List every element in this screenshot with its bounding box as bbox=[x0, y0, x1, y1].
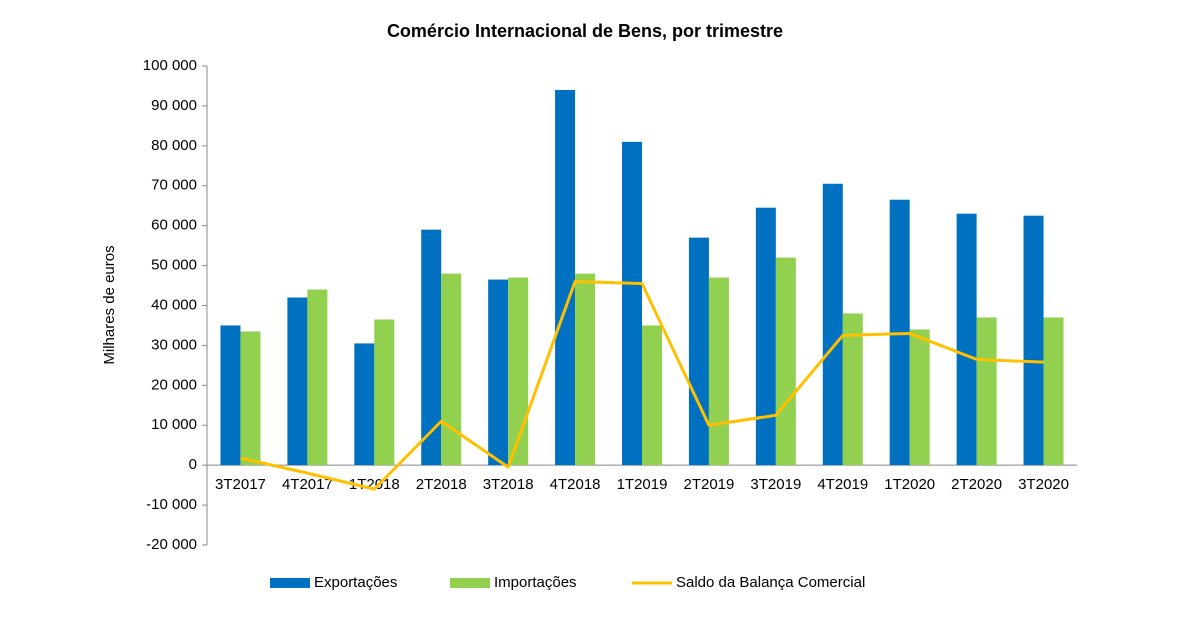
legend-label: Exportações bbox=[314, 574, 397, 591]
bar bbox=[956, 213, 977, 466]
x-tick-label: 4T2017 bbox=[282, 476, 333, 493]
bar bbox=[775, 257, 796, 466]
bar bbox=[421, 229, 442, 466]
bar bbox=[240, 331, 261, 466]
bar bbox=[909, 329, 930, 466]
bar bbox=[488, 279, 509, 466]
bar bbox=[1023, 215, 1044, 466]
legend-label: Saldo da Balança Comercial bbox=[676, 574, 865, 591]
x-tick-label: 3T2017 bbox=[215, 476, 266, 493]
y-tick-label: 30 000 bbox=[151, 336, 197, 353]
x-tick-label: 2T2018 bbox=[416, 476, 467, 493]
bar bbox=[555, 89, 576, 466]
bar bbox=[688, 237, 709, 466]
y-tick-label: 60 000 bbox=[151, 217, 197, 234]
y-axis-label: Milhares de euros bbox=[101, 245, 118, 364]
y-tick-label: 20 000 bbox=[151, 376, 197, 393]
y-tick-label: 10 000 bbox=[151, 416, 197, 433]
legend-swatch bbox=[270, 578, 310, 588]
y-tick-label: 80 000 bbox=[151, 137, 197, 154]
x-tick-label: 4T2019 bbox=[817, 476, 868, 493]
x-tick-label: 3T2019 bbox=[750, 476, 801, 493]
bar bbox=[374, 319, 395, 466]
bar bbox=[622, 141, 642, 466]
y-tick-label: 70 000 bbox=[151, 177, 197, 194]
x-tick-label: 3T2018 bbox=[483, 476, 534, 493]
y-tick-label: -10 000 bbox=[146, 496, 197, 513]
y-tick-label: -20 000 bbox=[146, 536, 197, 553]
y-tick-label: 50 000 bbox=[151, 257, 197, 274]
y-tick-label: 0 bbox=[189, 456, 197, 473]
y-tick-label: 40 000 bbox=[151, 296, 197, 313]
bar bbox=[287, 297, 308, 466]
chart-title: Comércio Internacional de Bens, por trim… bbox=[387, 21, 783, 41]
bar bbox=[575, 273, 596, 466]
bar bbox=[354, 343, 375, 466]
bar bbox=[642, 325, 662, 466]
y-tick-label: 90 000 bbox=[151, 97, 197, 114]
x-tick-label: 2T2020 bbox=[951, 476, 1002, 493]
bar bbox=[441, 273, 462, 466]
x-tick-label: 2T2019 bbox=[683, 476, 734, 493]
legend-swatch bbox=[450, 578, 490, 588]
bar bbox=[708, 277, 729, 466]
legend-label: Importações bbox=[494, 574, 577, 591]
bar bbox=[842, 313, 863, 466]
bar bbox=[822, 183, 843, 466]
x-tick-label: 1T2018 bbox=[349, 476, 400, 493]
bar bbox=[976, 317, 997, 466]
x-tick-label: 3T2020 bbox=[1018, 476, 1069, 493]
x-tick-label: 1T2019 bbox=[617, 476, 668, 493]
bar bbox=[508, 277, 529, 466]
bar bbox=[755, 207, 776, 466]
bar bbox=[220, 325, 241, 466]
bar bbox=[1043, 317, 1064, 466]
x-tick-label: 1T2020 bbox=[884, 476, 935, 493]
x-tick-label: 4T2018 bbox=[550, 476, 601, 493]
bar bbox=[307, 289, 328, 466]
line bbox=[240, 280, 1044, 491]
y-tick-label: 100 000 bbox=[143, 57, 197, 74]
